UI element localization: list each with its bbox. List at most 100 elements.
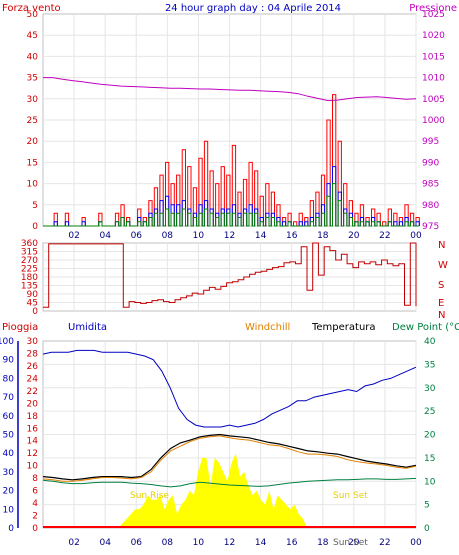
pressure-tick-label: 990 [422,158,439,168]
temp-tick-label: 35 [424,360,435,370]
solar-series [43,453,416,528]
x-tick-label: 18 [317,231,329,241]
x-tick-label: 12 [224,231,235,241]
temp-tick-label: 30 [424,384,436,394]
compass-label: W [438,260,448,271]
wind-tick-label: 25 [27,116,38,126]
x-tick-label: 10 [193,231,205,241]
sunset-annotation: Sun Set [333,491,368,501]
humidity-tick-label: 0 [8,524,14,534]
pressure-tick-label: 1015 [422,52,445,62]
wind-tick-label: 15 [27,158,38,168]
x-tick-label: 22 [379,538,390,548]
pressure-tick-label: 980 [422,201,439,211]
rain-tick-label: 8 [32,474,38,484]
direction-tick-label: 225 [21,265,38,275]
humidity-tick-label: 20 [3,487,15,497]
pressure-tick-label: 995 [422,137,439,147]
wind-tick-label: 50 [27,10,39,20]
humidity-tick-label: 90 [3,356,15,366]
temp-tick-label: 10 [424,477,436,487]
direction-tick-label: 45 [27,299,38,309]
wind-tick-label: 30 [27,95,39,105]
pressure-tick-label: 1000 [422,116,445,126]
direction-tick-label: 90 [27,290,39,300]
direction-series-line [43,242,417,308]
direction-tick-label: 270 [21,256,38,266]
solar-series-area [43,453,416,528]
humidity-tick-label: 10 [3,505,15,515]
rain-tick-label: 2 [32,512,38,522]
x-tick-label: 02 [68,231,79,241]
temperature-label: Temperatura [311,322,376,333]
compass-label: N [438,240,445,251]
x-tick-label: 10 [193,538,205,548]
temp-tick-label: 5 [424,501,430,511]
humidity-tick-label: 80 [3,374,15,384]
pressure-tick-label: 975 [422,222,439,232]
direction-tick-label: 180 [21,273,38,283]
x-tick-label: 06 [131,538,143,548]
rain-tick-label: 12 [27,449,38,459]
x-tick-label: 06 [131,231,143,241]
rain-tick-label: 30 [27,337,39,347]
direction-series [43,242,417,308]
dewpoint-label: Dew Point (°C [392,322,459,333]
pressure-series [43,77,417,102]
temp-tick-label: 25 [424,407,435,417]
temp-tick-label: 15 [424,454,435,464]
pressure-tick-label: 1010 [422,74,445,84]
wind-grid [43,14,417,226]
x-tick-label: 14 [255,538,267,548]
humidity-tick-label: 40 [3,449,15,459]
wind-label: Forza vento [2,3,61,14]
temp-tick-label: 20 [424,431,436,441]
wind-tick-label: 40 [27,52,39,62]
rain-tick-label: 16 [27,424,39,434]
windchill-label: Windchill [245,322,290,333]
x-tick-label: 22 [379,231,390,241]
wind-tick-label: 35 [27,74,38,84]
rain-tick-label: 10 [27,462,39,472]
x-tick-label: 02 [68,538,79,548]
direction-grid [43,243,417,311]
sunrise-annotation: Sun Rise [130,491,169,501]
direction-tick-label: 135 [21,282,38,292]
sunset-annotation-bottom: Sun Set [333,538,368,548]
x-tick-label: 12 [224,538,235,548]
rain-tick-label: 24 [27,374,39,384]
wind-series [43,94,420,227]
x-tick-label: 20 [348,231,360,241]
temp-tick-label: 0 [424,524,430,534]
temp-x-ticks: 02 04 06 08 10 12 14 16 18 20 22 00 [68,538,422,548]
wind-tick-label: 5 [32,201,38,211]
temp-humidity-panel: Pioggia Umidita Windchill Temperatura De… [0,322,459,548]
x-tick-label: 16 [286,538,298,548]
rain-tick-label: 22 [27,387,38,397]
pressure-tick-label: 1005 [422,95,445,105]
humidity-tick-label: 60 [3,412,15,422]
compass-label: N [438,310,445,321]
rain-tick-label: 28 [27,350,39,360]
pressure-series-line [43,77,417,102]
rain-tick-label: 0 [32,524,38,534]
x-tick-label: 08 [162,231,174,241]
rain-tick-label: 18 [27,412,39,422]
rain-tick-label: 26 [27,362,39,372]
x-tick-label: 14 [255,231,267,241]
wind-tick-label: 0 [32,222,38,232]
chart-title: 24 hour graph day : 04 Aprile 2014 [165,3,341,14]
wind-axis-ticks: 0 5 10 15 20 25 30 35 40 45 50 [27,10,39,232]
rain-label: Pioggia [2,322,38,333]
x-tick-label: 00 [410,231,422,241]
dewpoint-series-line [42,477,417,488]
rain-tick-label: 14 [27,437,39,447]
humidity-series-line [42,349,417,428]
direction-tick-label: 0 [32,307,38,317]
x-tick-label: 18 [317,538,329,548]
x-tick-label: 00 [410,538,422,548]
